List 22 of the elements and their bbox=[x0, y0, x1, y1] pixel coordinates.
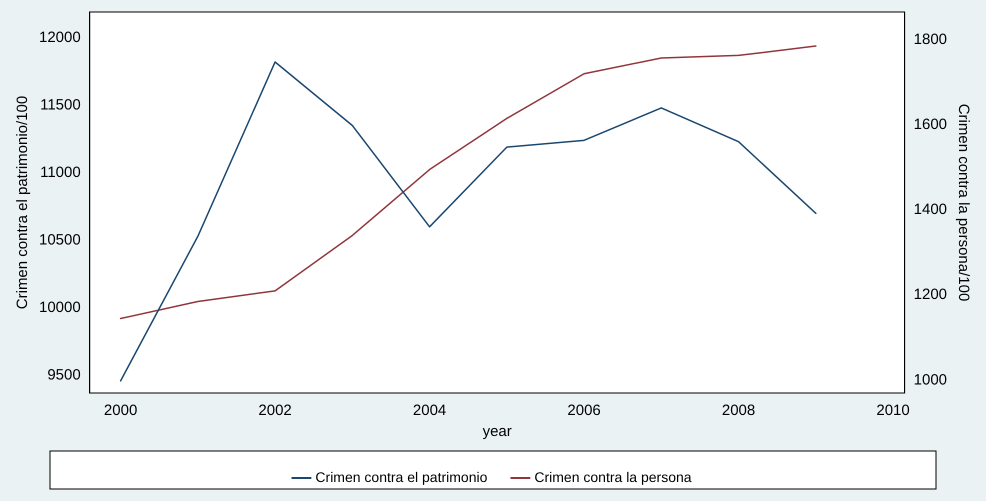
y2-axis-title: Crimen contra la persona/100 bbox=[954, 104, 972, 302]
x-tick-label: 2004 bbox=[412, 402, 446, 420]
y-tick-label: 12000 bbox=[38, 28, 81, 46]
y-axis-title: Crimen contra el patrimonio/100 bbox=[14, 96, 32, 310]
y-tick-label: 10500 bbox=[38, 231, 81, 248]
y-tick-label: 9500 bbox=[47, 366, 81, 384]
legend-label: Crimen contra la persona bbox=[534, 468, 692, 485]
x-tick-label: 2010 bbox=[876, 402, 910, 420]
x-axis-title: year bbox=[482, 423, 512, 440]
y-tick-label: 11500 bbox=[40, 96, 81, 114]
y-tick-label: 10000 bbox=[38, 299, 81, 316]
x-tick-label: 2008 bbox=[722, 402, 756, 420]
y-tick-label: 11000 bbox=[40, 164, 81, 181]
y2-tick-label: 1200 bbox=[914, 286, 948, 304]
y2-tick-label: 1000 bbox=[914, 371, 948, 388]
y2-tick-label: 1800 bbox=[914, 30, 948, 48]
x-tick-label: 2002 bbox=[258, 402, 292, 420]
legend-label: Crimen contra el patrimonio bbox=[315, 468, 488, 485]
x-tick-label: 2000 bbox=[104, 402, 138, 420]
y2-tick-label: 1400 bbox=[914, 201, 948, 218]
y2-tick-label: 1600 bbox=[914, 116, 948, 133]
x-tick-label: 2006 bbox=[567, 402, 601, 420]
